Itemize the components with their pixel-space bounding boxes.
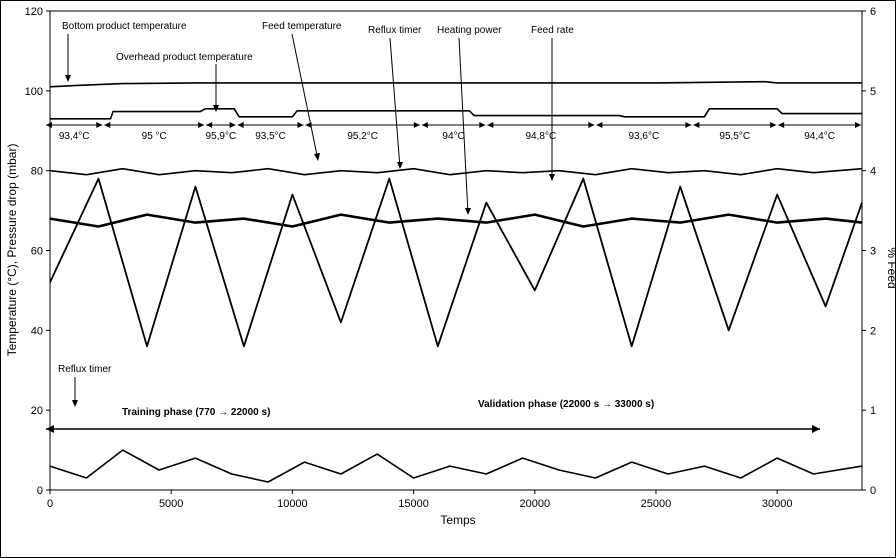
y-left-tick-label-5: 100	[25, 86, 43, 98]
label-feed-rate: Feed rate	[531, 25, 574, 36]
segment-arrow-left-0	[46, 122, 52, 128]
training-phase-label: Training phase (770 → 22000 s)	[122, 407, 270, 418]
y-right-tick-label-5: 5	[870, 86, 876, 98]
y-left-tick-label-1: 20	[31, 405, 43, 417]
segment-arrow-right-3	[297, 122, 304, 128]
arrow-reflux-timer-top	[389, 37, 401, 169]
y-right-tick-label-0: 0	[870, 485, 876, 497]
segment-arrow-left-7	[596, 122, 603, 128]
segment-arrow-left-2	[206, 122, 213, 128]
segment-label-6: 94,8°C	[525, 131, 556, 142]
training-label-bg	[118, 404, 284, 418]
segment-arrow-right-8	[770, 122, 777, 128]
axis-ticks: 0 5000 10000 15000 20000 25000 300000204060801…	[25, 6, 876, 510]
y-axis-left-title: Temperature (°C), Pressure drop (mbar)	[5, 144, 19, 357]
x-tick-label-0: 0	[47, 498, 53, 510]
series-group	[49, 80, 863, 483]
arrow-feed-temperature	[291, 33, 319, 161]
phase-arrow-right-head	[812, 425, 820, 433]
segment-label-9: 94,4°C	[804, 131, 835, 142]
y-right-tick-label-3: 3	[870, 246, 876, 258]
segment-arrow-left-6	[487, 122, 494, 128]
x-tick-label-2: 10000	[277, 498, 308, 510]
segment-arrow-right-5	[479, 122, 486, 128]
segment-arrow-right-2	[229, 122, 236, 128]
segment-label-0: 93,4°C	[59, 131, 90, 142]
segment-label-7: 93,6°C	[629, 131, 660, 142]
validation-label-bg	[474, 396, 660, 410]
segment-arrow-right-1	[198, 122, 205, 128]
segment-label-1: 95 °C	[142, 131, 167, 142]
label-bottom-product-temperature: Bottom product temperature	[62, 21, 187, 32]
segment-arrow-right-6	[588, 122, 595, 128]
y-right-tick-label-6: 6	[870, 6, 876, 18]
segment-arrow-right-0	[96, 122, 103, 128]
arrowhead-overhead-product	[213, 105, 219, 112]
y-left-tick-label-3: 60	[31, 246, 43, 258]
segment-arrow-right-7	[685, 122, 692, 128]
validation-phase-label: Validation phase (22000 s → 33000 s)	[478, 399, 654, 410]
segment-label-8: 95,5°C	[719, 131, 750, 142]
series-line-bottom-product-temperature	[49, 80, 862, 88]
segment-arrow-left-1	[104, 122, 111, 128]
label-overhead-product-temperature: Overhead product temperature	[116, 52, 253, 63]
segment-arrow-right-9	[855, 122, 861, 128]
y-right-tick-label-2: 2	[870, 325, 876, 337]
series-line-heating-power	[49, 213, 863, 228]
y-axis-right-title: % Feed	[885, 247, 896, 288]
label-reflux-timer-top: Reflux timer	[368, 25, 422, 36]
segment-markers: 93,4°C 95 °C 95,9°C 93,5°C 95,2°C 94°C 94,8°C 9…	[46, 122, 861, 142]
y-left-tick-label-6: 120	[25, 6, 43, 18]
arrowhead-reflux-timer-top	[397, 162, 403, 169]
arrowhead-bottom-product	[65, 75, 71, 82]
arrowhead-reflux-timer-left	[72, 400, 78, 407]
arrowhead-heating-power	[465, 208, 471, 215]
label-reflux-timer-left: Reflux timer	[58, 364, 112, 375]
series-line-reflux-timer	[49, 449, 863, 483]
x-tick-label-3: 15000	[398, 498, 429, 510]
x-tick-label-6: 30000	[762, 498, 793, 510]
segment-arrow-right-4	[413, 122, 420, 128]
y-left-tick-label-2: 40	[31, 325, 43, 337]
arrow-heating-power	[458, 37, 469, 215]
y-left-tick-label-4: 80	[31, 166, 43, 178]
arrowhead-feed-rate	[549, 174, 555, 181]
series-line-overhead-product-temperature	[50, 108, 862, 120]
segment-label-3: 93,5°C	[255, 131, 286, 142]
segment-arrow-left-9	[778, 122, 785, 128]
segment-label-4: 95,2°C	[347, 131, 378, 142]
phase-arrow-left-head	[46, 425, 54, 433]
series-line-feed-rate	[49, 177, 863, 348]
series-line-feed-temperature	[49, 167, 863, 176]
x-tick-label-5: 25000	[641, 498, 672, 510]
y-left-tick-label-0: 0	[37, 485, 43, 497]
arrowhead-feed-temperature	[314, 153, 320, 161]
segment-label-5: 94°C	[442, 131, 464, 142]
segment-arrow-left-5	[421, 122, 428, 128]
segment-label-2: 95,9°C	[206, 131, 237, 142]
y-right-tick-label-4: 4	[870, 166, 876, 178]
segment-arrow-left-3	[237, 122, 244, 128]
segment-arrow-left-8	[693, 122, 700, 128]
x-tick-label-4: 20000	[519, 498, 550, 510]
label-heating-power: Heating power	[437, 25, 502, 36]
label-feed-temperature: Feed temperature	[262, 21, 342, 32]
x-tick-label-1: 5000	[159, 498, 183, 510]
y-right-tick-label-1: 1	[870, 405, 876, 417]
x-axis-title: Temps	[440, 513, 475, 527]
